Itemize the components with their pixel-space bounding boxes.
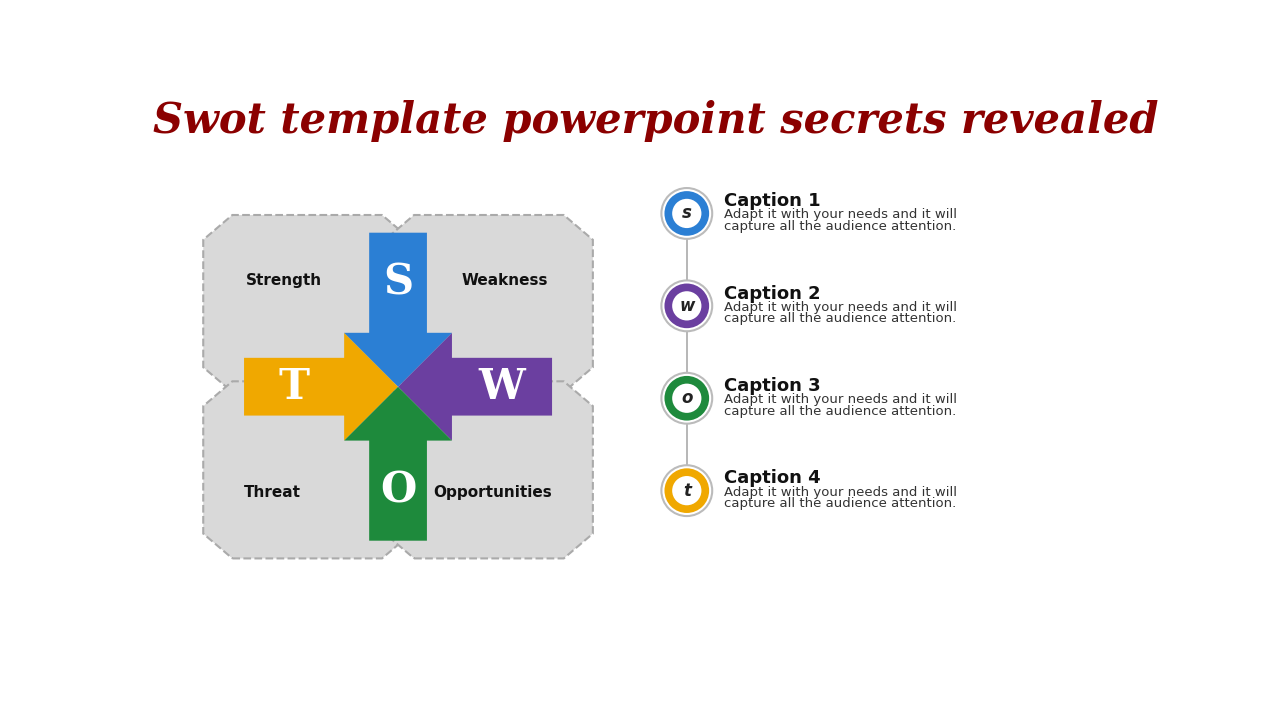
Text: Swot template powerpoint secrets revealed: Swot template powerpoint secrets reveale… — [154, 100, 1158, 142]
Text: s: s — [682, 204, 691, 222]
Text: Caption 3: Caption 3 — [723, 377, 820, 395]
Text: W: W — [479, 366, 525, 408]
Text: T: T — [279, 366, 310, 408]
Polygon shape — [398, 333, 552, 441]
Polygon shape — [385, 215, 593, 392]
Polygon shape — [385, 382, 593, 559]
Text: o: o — [681, 390, 692, 408]
Circle shape — [662, 188, 712, 239]
Text: t: t — [682, 482, 691, 500]
Text: Adapt it with your needs and it will: Adapt it with your needs and it will — [723, 209, 956, 222]
Text: capture all the audience attention.: capture all the audience attention. — [723, 498, 956, 510]
Circle shape — [672, 291, 701, 320]
Text: capture all the audience attention.: capture all the audience attention. — [723, 220, 956, 233]
Text: Adapt it with your needs and it will: Adapt it with your needs and it will — [723, 393, 956, 406]
Polygon shape — [204, 382, 411, 559]
Text: w: w — [680, 297, 695, 315]
Polygon shape — [244, 333, 398, 441]
Text: Caption 2: Caption 2 — [723, 284, 820, 302]
Text: O: O — [380, 469, 416, 512]
Text: Strength: Strength — [246, 273, 323, 288]
Text: Weakness: Weakness — [461, 273, 548, 288]
Circle shape — [662, 280, 712, 331]
Circle shape — [664, 284, 709, 328]
Text: Threat: Threat — [244, 485, 301, 500]
Polygon shape — [344, 387, 452, 541]
Polygon shape — [204, 215, 411, 392]
Text: S: S — [383, 262, 413, 304]
Circle shape — [662, 373, 712, 423]
Text: capture all the audience attention.: capture all the audience attention. — [723, 405, 956, 418]
Circle shape — [672, 199, 701, 228]
Circle shape — [672, 384, 701, 413]
Circle shape — [662, 465, 712, 516]
Text: Adapt it with your needs and it will: Adapt it with your needs and it will — [723, 301, 956, 314]
Polygon shape — [344, 233, 452, 387]
Text: Adapt it with your needs and it will: Adapt it with your needs and it will — [723, 486, 956, 499]
Text: Opportunities: Opportunities — [434, 485, 552, 500]
Circle shape — [664, 376, 709, 420]
Circle shape — [664, 191, 709, 235]
Circle shape — [664, 468, 709, 513]
Text: Caption 4: Caption 4 — [723, 469, 820, 487]
Text: capture all the audience attention.: capture all the audience attention. — [723, 312, 956, 325]
Circle shape — [672, 476, 701, 505]
Text: Caption 1: Caption 1 — [723, 192, 820, 210]
